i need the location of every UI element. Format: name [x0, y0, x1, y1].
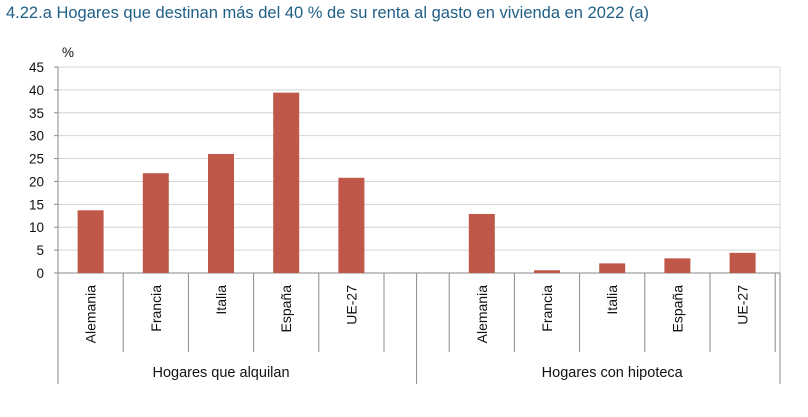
group-label: Hogares con hipoteca	[542, 365, 684, 381]
bar	[142, 173, 169, 273]
chart-title: 4.22.a Hogares que destinan más del 40 %…	[6, 4, 650, 22]
y-tick-label: 0	[36, 266, 44, 281]
x-tick-label: Alemania	[83, 285, 99, 344]
group-label: Hogares que alquilan	[152, 365, 289, 381]
bar	[338, 177, 365, 273]
bar	[729, 252, 756, 273]
x-tick-label: UE-27	[735, 285, 751, 325]
x-tick-label: España	[278, 285, 294, 333]
bar	[599, 263, 626, 273]
y-tick-label: 25	[29, 152, 44, 167]
y-tick-label: 20	[29, 174, 44, 189]
bar	[208, 153, 234, 273]
x-tick-label: UE-27	[343, 285, 359, 325]
y-tick-label: 10	[29, 220, 44, 235]
bar	[468, 213, 495, 273]
x-tick-label: Francia	[539, 285, 555, 332]
bar	[77, 210, 104, 273]
y-tick-label: 15	[29, 197, 44, 212]
x-tick-label: Italia	[213, 285, 229, 315]
x-tick-label: Francia	[148, 285, 164, 332]
y-unit-label: %	[62, 45, 74, 60]
x-tick-label: España	[669, 285, 685, 333]
y-tick-label: 5	[36, 243, 44, 258]
y-tick-label: 35	[29, 106, 44, 121]
bar	[534, 270, 560, 273]
y-tick-label: 40	[29, 83, 44, 98]
y-tick-label: 30	[29, 129, 44, 144]
bar	[273, 92, 300, 273]
y-tick-label: 45	[29, 60, 44, 75]
bar	[664, 258, 691, 273]
x-tick-label: Italia	[604, 285, 620, 315]
x-tick-label: Alemania	[474, 285, 490, 344]
